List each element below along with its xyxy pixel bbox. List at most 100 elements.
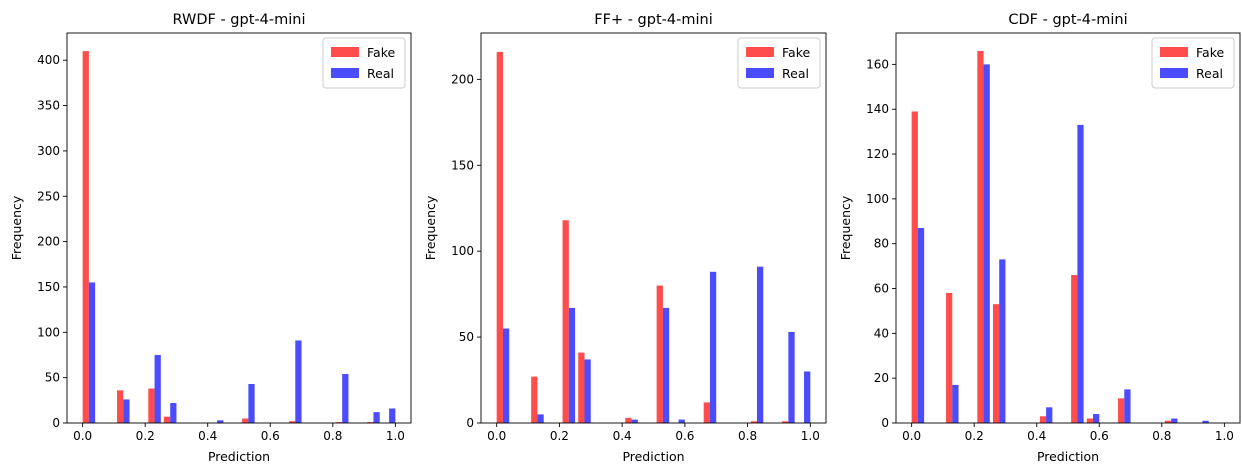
legend: Fake Real xyxy=(1152,38,1234,88)
y-tick-label: 50 xyxy=(45,371,60,385)
y-tick-label: 100 xyxy=(37,325,60,339)
y-tick-label: 140 xyxy=(866,102,889,116)
bar-fake xyxy=(657,286,663,423)
bar-fake xyxy=(912,111,918,423)
bar-real xyxy=(537,414,543,423)
bar-real xyxy=(89,282,95,423)
bar-real xyxy=(585,359,591,423)
bar-real xyxy=(632,420,638,423)
x-tick-label: 0.0 xyxy=(73,429,92,443)
legend: Fake Real xyxy=(738,38,820,88)
x-tick-label: 0.4 xyxy=(613,429,632,443)
y-axis-label: Frequency xyxy=(9,195,24,260)
bar-real xyxy=(342,374,348,423)
bar-fake xyxy=(83,51,89,423)
series-real xyxy=(918,64,1209,423)
bar-fake xyxy=(946,293,952,423)
x-tick-label: 0.6 xyxy=(1090,429,1109,443)
bar-real xyxy=(679,420,685,423)
bar-fake xyxy=(242,418,248,423)
y-tick-label: 0 xyxy=(466,416,474,430)
x-tick-label: 0.2 xyxy=(965,429,984,443)
x-tick-label: 0.8 xyxy=(1152,429,1171,443)
bar-fake xyxy=(625,418,631,423)
bar-real xyxy=(503,329,509,423)
bar-real xyxy=(248,384,254,423)
x-tick-label: 0.2 xyxy=(550,429,569,443)
bar-real xyxy=(984,64,990,423)
bar-fake xyxy=(1040,416,1046,423)
y-tick-label: 200 xyxy=(37,235,60,249)
x-tick-label: 0.6 xyxy=(675,429,694,443)
legend-swatch-fake xyxy=(1160,47,1188,57)
bar-real xyxy=(170,403,176,423)
y-tick-label: 80 xyxy=(874,237,889,251)
chart-panel-1: 0.0 0.2 0.4 0.6 0.8 1.0 0 50 100 150 200 250 300 350 4… xyxy=(9,12,411,464)
x-tick-label: 0.4 xyxy=(1027,429,1046,443)
bar-real xyxy=(999,259,1005,423)
bar-real xyxy=(1046,407,1052,423)
x-axis-label: Prediction xyxy=(622,449,684,464)
bar-real xyxy=(952,385,958,423)
x-tick-label: 1.0 xyxy=(386,429,405,443)
x-tick-label: 0.0 xyxy=(487,429,506,443)
y-tick-label: 150 xyxy=(37,280,60,294)
bar-fake xyxy=(1118,398,1124,423)
legend-label-fake: Fake xyxy=(1196,45,1224,60)
bar-real xyxy=(295,340,301,423)
legend-swatch-real xyxy=(331,68,359,78)
bar-fake xyxy=(148,389,154,423)
bar-real xyxy=(757,267,763,423)
plot-frame xyxy=(481,33,826,423)
y-tick-label: 150 xyxy=(451,158,474,172)
y-tick-label: 100 xyxy=(866,192,889,206)
bar-real xyxy=(123,399,129,423)
legend-swatch-real xyxy=(746,68,774,78)
legend-swatch-fake xyxy=(331,47,359,57)
bar-real xyxy=(710,272,716,423)
x-tick-label: 0.8 xyxy=(738,429,757,443)
bar-fake xyxy=(563,220,569,423)
bar-real xyxy=(389,408,395,423)
series-fake xyxy=(912,51,1172,423)
bar-fake xyxy=(497,52,503,423)
y-tick-label: 200 xyxy=(451,72,474,86)
legend-label-real: Real xyxy=(367,66,394,81)
y-tick-label: 20 xyxy=(874,371,889,385)
y-tick-label: 0 xyxy=(881,416,889,430)
chart-panel-2: 0.0 0.2 0.4 0.6 0.8 1.0 0 50 100 150 200 FF+ - gpt-… xyxy=(423,12,826,464)
y-tick-label: 160 xyxy=(866,57,889,71)
chart-title: RWDF - gpt-4-mini xyxy=(173,12,306,28)
y-tick-label: 60 xyxy=(874,282,889,296)
chart-title: FF+ - gpt-4-mini xyxy=(594,12,712,28)
legend: Fake Real xyxy=(323,38,405,88)
y-axis-label: Frequency xyxy=(838,195,853,260)
chart-title: CDF - gpt-4-mini xyxy=(1008,12,1127,28)
legend-label-real: Real xyxy=(782,66,809,81)
legend-label-real: Real xyxy=(1196,66,1223,81)
bar-fake xyxy=(1087,419,1093,423)
y-tick-label: 0 xyxy=(52,416,60,430)
chart-panel-3: 0.0 0.2 0.4 0.6 0.8 1.0020406080100120140160C… xyxy=(838,12,1240,464)
x-tick-label: 0.6 xyxy=(261,429,280,443)
legend-label-fake: Fake xyxy=(367,45,395,60)
bar-fake xyxy=(704,402,710,423)
y-tick-label: 120 xyxy=(866,147,889,161)
bar-real xyxy=(373,412,379,423)
y-tick-label: 250 xyxy=(37,189,60,203)
y-axis-label: Frequency xyxy=(423,195,438,260)
series-fake xyxy=(497,52,789,423)
bar-real xyxy=(918,228,924,423)
x-axis-label: Prediction xyxy=(1037,449,1099,464)
bar-real xyxy=(663,308,669,423)
bar-real xyxy=(788,332,794,423)
y-tick-label: 300 xyxy=(37,144,60,158)
x-tick-label: 1.0 xyxy=(1215,429,1234,443)
series-fake xyxy=(83,51,374,423)
bar-fake xyxy=(977,51,983,423)
legend-swatch-real xyxy=(1160,68,1188,78)
bar-real xyxy=(1093,414,1099,423)
x-tick-label: 0.2 xyxy=(136,429,155,443)
bar-fake xyxy=(993,304,999,423)
